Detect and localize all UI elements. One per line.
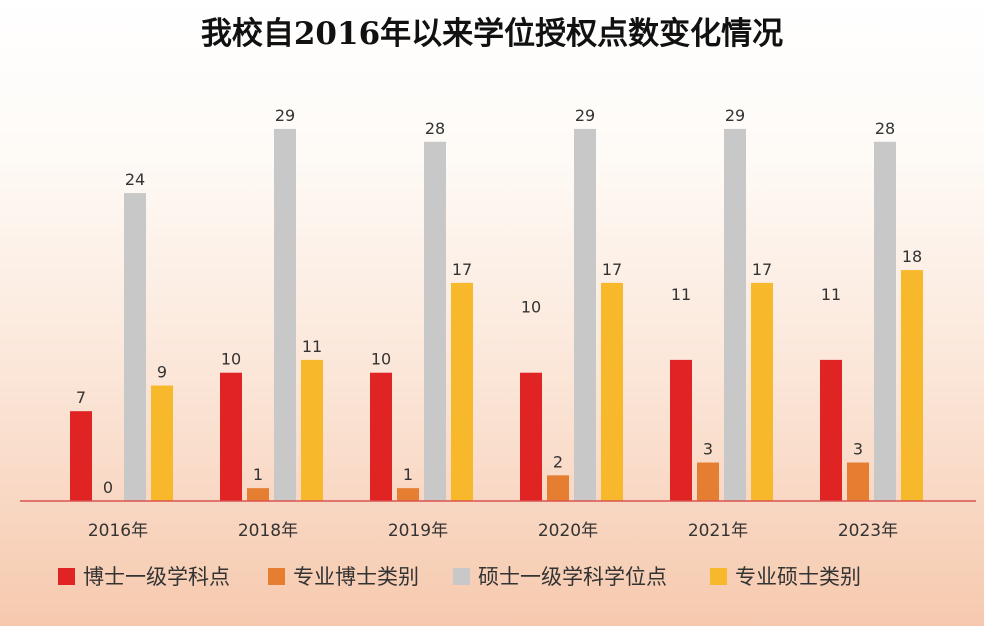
bar-4-1 <box>697 462 719 501</box>
value-label-5-2: 28 <box>875 119 895 138</box>
chart-title: 我校自2016年以来学位授权点数变化情况 <box>201 16 783 52</box>
value-label-1-0: 10 <box>221 350 241 369</box>
value-label-5-3: 18 <box>902 247 922 266</box>
value-label-0-1: 0 <box>103 478 113 497</box>
bar-2-3 <box>451 282 473 501</box>
bar-0-2 <box>124 193 146 501</box>
value-label-0-3: 9 <box>157 363 167 382</box>
value-label-4-2: 29 <box>725 106 745 125</box>
bar-5-1 <box>847 462 869 501</box>
bar-3-3 <box>601 282 623 501</box>
value-label-1-3: 11 <box>302 337 322 356</box>
value-label-2-0: 10 <box>371 350 391 369</box>
x-tick-label: 2020年 <box>538 521 598 541</box>
x-tick-label: 2018年 <box>238 521 298 541</box>
legend-swatch-2 <box>453 568 470 585</box>
bar-3-0 <box>520 372 542 501</box>
bar-4-3 <box>751 282 773 501</box>
bar-4-0 <box>670 359 692 501</box>
bar-3-2 <box>574 128 596 501</box>
value-label-2-2: 28 <box>425 119 445 138</box>
bar-1-3 <box>301 359 323 501</box>
bar-1-0 <box>220 372 242 501</box>
plot-area: 7 0 24 9 10 1 29 11 10 1 28 17 10 2 29 17 11 3 29 17 11 3 28 18 <box>70 106 923 501</box>
bar-3-1 <box>547 475 569 501</box>
x-tick-label: 2023年 <box>838 521 898 541</box>
value-label-3-3: 17 <box>602 260 622 279</box>
legend-swatch-0 <box>58 568 75 585</box>
bar-2-0 <box>370 372 392 501</box>
value-label-5-0: 11 <box>821 285 841 304</box>
value-label-4-1: 3 <box>703 440 713 459</box>
bar-1-2 <box>274 128 296 501</box>
legend-label-3: 专业硕士类别 <box>735 565 861 589</box>
value-label-1-2: 29 <box>275 106 295 125</box>
x-axis-ticks: 2016年 2018年 2019年 2020年 2021年 2023年 <box>88 521 898 541</box>
value-label-4-0: 11 <box>671 285 691 304</box>
value-label-2-3: 17 <box>452 260 472 279</box>
value-label-1-1: 1 <box>253 465 263 484</box>
x-tick-label: 2021年 <box>688 521 748 541</box>
x-tick-label: 2019年 <box>388 521 448 541</box>
value-label-3-0: 10 <box>521 298 541 317</box>
bar-2-1 <box>397 488 419 501</box>
value-label-3-2: 29 <box>575 106 595 125</box>
bar-0-0 <box>70 411 92 501</box>
legend-swatch-1 <box>268 568 285 585</box>
value-label-4-3: 17 <box>752 260 772 279</box>
value-label-3-1: 2 <box>553 452 563 471</box>
value-label-0-0: 7 <box>76 388 86 407</box>
legend-label-1: 专业博士类别 <box>293 565 419 589</box>
bar-5-2 <box>874 141 896 501</box>
bar-0-3 <box>151 385 173 501</box>
legend-label-0: 博士一级学科点 <box>83 565 230 589</box>
value-label-5-1: 3 <box>853 440 863 459</box>
bar-4-2 <box>724 128 746 501</box>
value-label-2-1: 1 <box>403 465 413 484</box>
bar-2-2 <box>424 141 446 501</box>
bar-1-1 <box>247 488 269 501</box>
legend: 博士一级学科点 专业博士类别 硕士一级学科学位点 专业硕士类别 <box>58 565 861 589</box>
bar-5-0 <box>820 359 842 501</box>
x-tick-label: 2016年 <box>88 521 148 541</box>
value-label-0-2: 24 <box>125 170 145 189</box>
legend-label-2: 硕士一级学科学位点 <box>478 565 667 589</box>
bar-5-3 <box>901 270 923 501</box>
legend-swatch-3 <box>710 568 727 585</box>
